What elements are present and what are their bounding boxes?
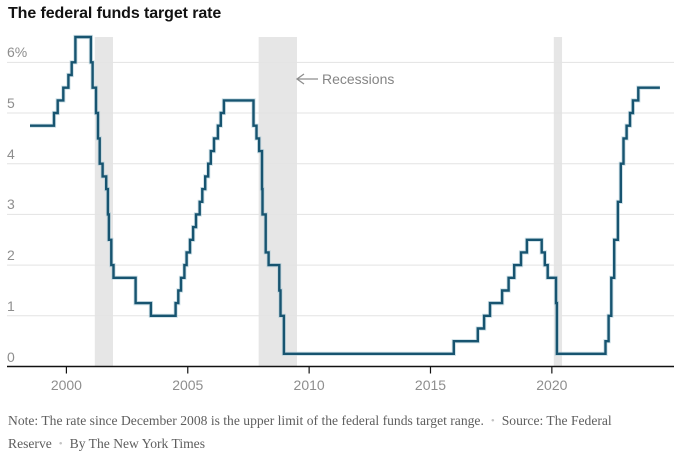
recession-band <box>258 37 297 367</box>
y-axis-label: 1 <box>7 297 15 314</box>
y-axis-label: 3 <box>7 196 15 213</box>
x-axis-label: 2000 <box>50 377 82 393</box>
byline-text: By The New York Times <box>69 435 205 451</box>
note-text: Note: The rate since December 2008 is th… <box>8 413 484 428</box>
chart-title: The federal funds target rate <box>8 5 222 22</box>
y-axis-label: 4 <box>7 145 15 162</box>
recessions-annotation-label: Recessions <box>322 71 395 87</box>
y-axis-label: 2 <box>7 247 15 264</box>
rate-line <box>30 35 660 355</box>
x-axis-label: 2010 <box>293 377 325 393</box>
separator-dot: • <box>490 415 495 427</box>
source-text: Source: The Federal Reserve <box>8 413 612 451</box>
y-axis-label: 6% <box>7 44 28 61</box>
x-axis-label: 2005 <box>172 377 204 393</box>
x-axis-label: 2015 <box>414 377 447 393</box>
separator-dot: • <box>58 437 63 450</box>
recessions-arrow-icon <box>295 73 318 85</box>
y-axis-label: 5 <box>7 95 15 112</box>
recession-band <box>553 37 563 367</box>
x-axis-label: 2020 <box>536 377 568 393</box>
footer-note: Note: The rate since December 2008 is th… <box>8 410 670 456</box>
y-axis-label: 0 <box>7 348 15 365</box>
